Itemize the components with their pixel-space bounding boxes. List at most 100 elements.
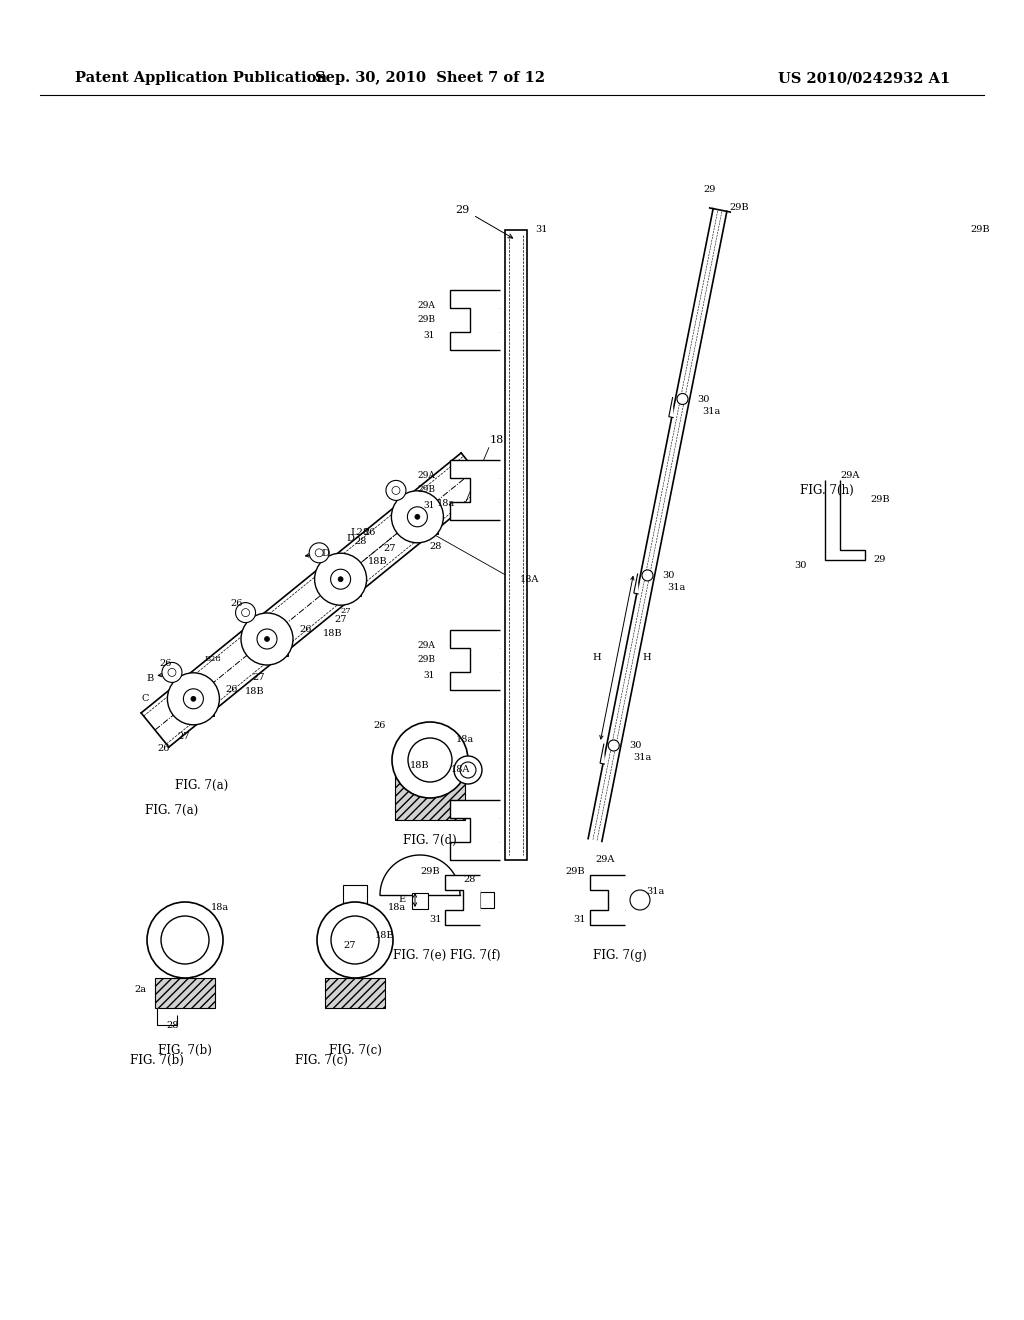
Bar	[325, 978, 385, 1008]
Text: 29B: 29B	[417, 656, 435, 664]
Text: 31: 31	[424, 500, 435, 510]
Circle shape	[392, 486, 400, 495]
Circle shape	[317, 902, 393, 978]
Text: 27: 27	[335, 615, 347, 624]
Circle shape	[309, 543, 329, 562]
Circle shape	[183, 689, 204, 709]
Circle shape	[190, 697, 196, 701]
Text: 30: 30	[794, 561, 806, 569]
Text: 27: 27	[383, 544, 395, 553]
Text: FIG. 7(b): FIG. 7(b)	[130, 1053, 184, 1067]
Bar	[505, 230, 527, 861]
Text: Patent Application Publication: Patent Application Publication	[75, 71, 327, 84]
Polygon shape	[590, 875, 625, 925]
Text: 18a: 18a	[436, 499, 455, 508]
Text: 30: 30	[697, 395, 710, 404]
Text: 26: 26	[158, 744, 170, 754]
Polygon shape	[600, 743, 605, 764]
Bar	[480, 892, 494, 908]
Text: 18B: 18B	[411, 760, 430, 770]
Polygon shape	[634, 573, 639, 594]
Text: 31: 31	[424, 671, 435, 680]
Circle shape	[168, 668, 176, 676]
Text: 29B: 29B	[971, 226, 990, 235]
Circle shape	[161, 916, 209, 964]
Text: 26: 26	[230, 599, 243, 609]
Text: 29: 29	[703, 186, 716, 194]
Circle shape	[167, 673, 219, 725]
Circle shape	[331, 916, 379, 964]
Text: 29B: 29B	[729, 203, 749, 213]
Text: 18: 18	[490, 436, 504, 445]
Circle shape	[315, 549, 324, 557]
Bar	[412, 894, 428, 909]
Text: 27: 27	[344, 940, 356, 949]
Circle shape	[241, 612, 293, 665]
Polygon shape	[825, 480, 865, 560]
Text: B28: B28	[205, 655, 222, 663]
Circle shape	[162, 663, 182, 682]
Text: H: H	[593, 653, 601, 663]
Text: 29B: 29B	[420, 867, 440, 876]
Text: 18B: 18B	[375, 931, 395, 940]
Circle shape	[331, 569, 350, 589]
Text: 18B: 18B	[368, 557, 387, 566]
Text: 29A: 29A	[417, 470, 435, 479]
Polygon shape	[450, 459, 500, 520]
Text: FIG. 7(f): FIG. 7(f)	[450, 949, 501, 961]
Circle shape	[392, 722, 468, 799]
Circle shape	[391, 491, 443, 543]
Text: US 2010/0242932 A1: US 2010/0242932 A1	[778, 71, 950, 84]
Text: Sep. 30, 2010  Sheet 7 of 12: Sep. 30, 2010 Sheet 7 of 12	[315, 71, 545, 84]
Bar	[155, 978, 215, 1008]
Text: 30: 30	[663, 572, 675, 579]
Polygon shape	[445, 875, 480, 925]
Text: L28: L28	[350, 528, 370, 537]
Text: 29: 29	[456, 205, 470, 215]
Text: 27: 27	[340, 607, 351, 615]
Text: 28: 28	[429, 543, 441, 552]
Text: D: D	[347, 535, 354, 543]
Bar	[349, 585, 361, 597]
Text: 31a: 31a	[702, 407, 721, 416]
Text: 26: 26	[374, 721, 386, 730]
Circle shape	[236, 603, 256, 623]
Text: 28: 28	[354, 537, 367, 545]
Text: 29B: 29B	[417, 486, 435, 495]
Text: D: D	[322, 549, 330, 558]
Text: 26: 26	[299, 624, 311, 634]
Text: 27: 27	[253, 672, 265, 681]
Text: E: E	[398, 895, 406, 904]
Text: C: C	[141, 694, 150, 704]
Text: FIG. 7(a): FIG. 7(a)	[145, 804, 199, 817]
Circle shape	[242, 609, 250, 616]
Text: 28: 28	[167, 1020, 179, 1030]
Bar	[395, 770, 465, 820]
Text: 31: 31	[573, 916, 587, 924]
Text: 29: 29	[873, 556, 886, 565]
Text: 26: 26	[226, 685, 239, 693]
Text: 2a: 2a	[134, 986, 146, 994]
Text: 29A: 29A	[595, 855, 614, 865]
Text: 29A: 29A	[417, 640, 435, 649]
Text: FIG. 7(h): FIG. 7(h)	[800, 483, 854, 496]
Text: 18a: 18a	[388, 903, 407, 912]
Text: FIG. 7(c): FIG. 7(c)	[295, 1053, 348, 1067]
Text: B: B	[146, 673, 154, 682]
Text: 18A: 18A	[451, 766, 470, 775]
Text: FIG. 7(g): FIG. 7(g)	[593, 949, 647, 961]
Bar	[275, 644, 288, 656]
Circle shape	[408, 738, 452, 781]
Text: FIG. 7(e): FIG. 7(e)	[393, 949, 446, 961]
Text: FIG. 7(b): FIG. 7(b)	[158, 1044, 212, 1056]
Text: FIG. 7(a): FIG. 7(a)	[175, 779, 228, 792]
Text: 26: 26	[364, 528, 376, 537]
Circle shape	[608, 741, 620, 751]
Circle shape	[460, 762, 476, 777]
Text: 30: 30	[629, 741, 641, 750]
Text: 18A: 18A	[520, 576, 540, 585]
Text: 29B: 29B	[417, 315, 435, 325]
Circle shape	[147, 902, 223, 978]
Polygon shape	[450, 800, 500, 861]
Bar	[426, 521, 438, 533]
